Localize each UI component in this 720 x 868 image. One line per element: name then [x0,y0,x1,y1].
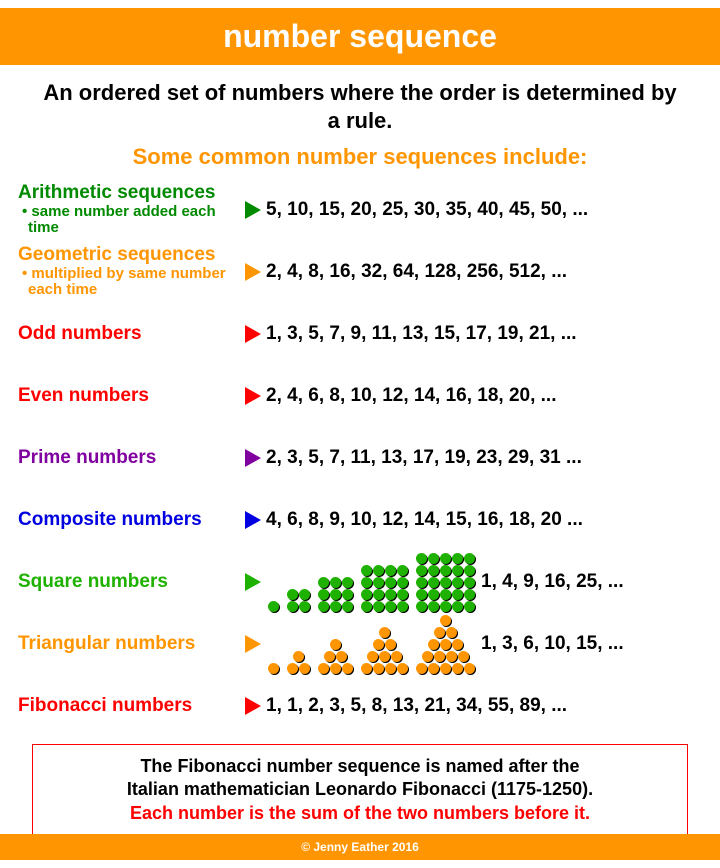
sequence-row: Arithmetic sequences• same number added … [18,180,702,240]
note-line-1: The Fibonacci number sequence is named a… [47,755,673,778]
triangle-arrow-icon [240,447,266,469]
fibonacci-note: The Fibonacci number sequence is named a… [32,744,688,836]
sequence-label: Triangular numbers [18,634,240,655]
sequence-values: 4, 6, 8, 9, 10, 12, 14, 15, 16, 18, 20 .… [266,509,702,531]
triangle-dots-figure [268,615,475,674]
sequence-row: Fibonacci numbers 1, 1, 2, 3, 5, 8, 13, … [18,676,702,736]
title-bar: number sequence [0,8,720,65]
sequence-row: Even numbers 2, 4, 6, 8, 10, 12, 14, 16,… [18,366,702,426]
square-dots-figure [268,553,475,612]
sequence-row: Triangular numbers 1, 3, 6, 10, 15, ... [18,614,702,674]
sequence-label: Even numbers [18,386,240,407]
triangle-arrow-icon [240,633,266,655]
note-line-3: Each number is the sum of the two number… [47,802,673,825]
triangle-arrow-icon [240,571,266,593]
sequence-values: 5, 10, 15, 20, 25, 30, 35, 40, 45, 50, .… [266,199,702,221]
sequence-row: Composite numbers 4, 6, 8, 9, 10, 12, 14… [18,490,702,550]
sequence-row: Odd numbers 1, 3, 5, 7, 9, 11, 13, 15, 1… [18,304,702,364]
sequence-label: Arithmetic sequences• same number added … [18,183,240,237]
sequence-label: Square numbers [18,572,240,593]
sequence-values: 1, 1, 2, 3, 5, 8, 13, 21, 34, 55, 89, ..… [266,695,702,717]
note-line-2: Italian mathematician Leonardo Fibonacci… [47,778,673,801]
sequence-rows: Arithmetic sequences• same number added … [0,180,720,736]
definition-text: An ordered set of numbers where the orde… [0,65,720,142]
sequence-label: Fibonacci numbers [18,696,240,717]
sequence-label: Geometric sequences• multiplied by same … [18,245,240,299]
triangle-arrow-icon [240,323,266,345]
sequence-label: Composite numbers [18,510,240,531]
sequence-values: 1, 3, 5, 7, 9, 11, 13, 15, 17, 19, 21, .… [266,323,702,345]
triangle-arrow-icon [240,261,266,283]
sequence-row: Prime numbers 2, 3, 5, 7, 11, 13, 17, 19… [18,428,702,488]
sequence-row: Geometric sequences• multiplied by same … [18,242,702,302]
sequence-values: 2, 4, 8, 16, 32, 64, 128, 256, 512, ... [266,261,702,283]
sequence-label: Odd numbers [18,324,240,345]
triangle-arrow-icon [240,385,266,407]
sequence-values: 2, 3, 5, 7, 11, 13, 17, 19, 23, 29, 31 .… [266,447,702,469]
sequence-values: 1, 4, 9, 16, 25, ... [266,553,702,612]
triangle-arrow-icon [240,509,266,531]
sequence-values: 2, 4, 6, 8, 10, 12, 14, 16, 18, 20, ... [266,385,702,407]
sequence-label: Prime numbers [18,448,240,469]
sequence-row: Square numbers 1, 4, 9, 16, 25, ... [18,552,702,612]
subtitle-text: Some common number sequences include: [0,142,720,180]
sequence-values: 1, 3, 6, 10, 15, ... [266,615,702,674]
triangle-arrow-icon [240,199,266,221]
footer-bar: © Jenny Eather 2016 [0,834,720,860]
triangle-arrow-icon [240,695,266,717]
